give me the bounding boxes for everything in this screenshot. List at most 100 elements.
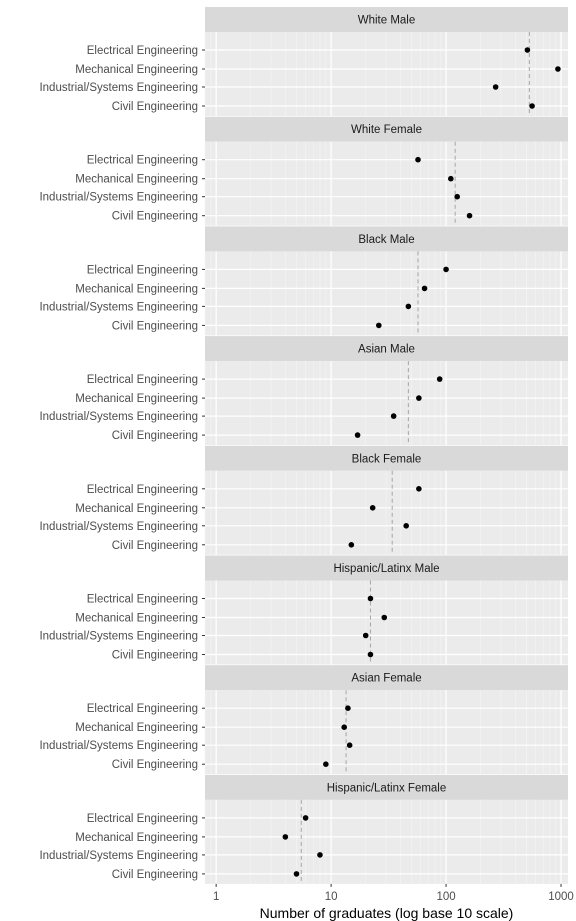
facet-title: Asian Female [351, 673, 421, 685]
category-label: Electrical Engineering [87, 703, 198, 715]
category-label: Civil Engineering [112, 211, 198, 223]
category-label: Mechanical Engineering [75, 283, 198, 295]
data-point [405, 303, 412, 310]
category-label: Mechanical Engineering [75, 613, 198, 625]
data-point [454, 193, 461, 200]
data-point [369, 505, 376, 511]
category-label: Mechanical Engineering [75, 174, 198, 186]
x-tick-label: 1 [213, 891, 219, 903]
panel-background [205, 141, 568, 226]
data-point [376, 322, 382, 329]
category-label: Industrial/Systems Engineering [39, 631, 198, 643]
panel-background [205, 470, 568, 555]
facet-title: Hispanic/Latinx Male [333, 563, 439, 575]
category-label: Industrial/Systems Engineering [39, 850, 198, 862]
panel-background [205, 251, 568, 336]
category-label: Mechanical Engineering [75, 503, 198, 515]
data-point [466, 212, 473, 219]
data-point [529, 103, 535, 109]
panel-background [205, 690, 568, 775]
data-point [362, 632, 369, 639]
panel-background [205, 361, 568, 446]
facet-strip [205, 665, 568, 691]
category-label: Industrial/Systems Engineering [39, 82, 198, 94]
category-label: Electrical Engineering [87, 484, 198, 496]
category-label: Civil Engineering [112, 759, 198, 771]
facet-panel: Black Female Electrical Engineering Mechan… [39, 445, 568, 555]
facet-panel: Black Male Electrical Engineering Mechanic… [39, 226, 568, 336]
data-point [443, 266, 449, 273]
data-point [345, 705, 351, 711]
facet-title: White Male [358, 15, 416, 27]
data-point [416, 486, 422, 492]
data-point [346, 742, 353, 748]
facet-title: Asian Male [358, 344, 415, 356]
facet-strip [205, 226, 568, 252]
category-label: Mechanical Engineering [75, 832, 198, 844]
panel-background [205, 32, 568, 116]
data-point [555, 66, 561, 72]
facet-panel: White Female Electrical Engineering Mechan… [39, 116, 568, 226]
data-point [524, 47, 531, 53]
category-label: Electrical Engineering [87, 594, 198, 606]
category-label: Mechanical Engineering [75, 64, 198, 76]
data-point [421, 285, 428, 292]
category-label: Electrical Engineering [87, 813, 198, 825]
data-point [367, 595, 374, 602]
data-point [381, 614, 388, 621]
data-point [302, 815, 309, 821]
x-tick-label: 10 [325, 891, 338, 903]
category-label: Mechanical Engineering [75, 722, 198, 734]
data-point [436, 376, 443, 382]
data-point [282, 834, 289, 840]
category-label: Industrial/Systems Engineering [39, 411, 198, 423]
data-point [341, 724, 348, 730]
data-point [403, 523, 409, 529]
data-point [354, 432, 361, 438]
data-point [390, 413, 397, 419]
facet-panel: Asian Male Electrical Engineering Mechanic… [39, 336, 568, 446]
facet-title: Black Female [352, 453, 422, 465]
category-label: Electrical Engineering [87, 374, 198, 386]
panel-background [205, 580, 568, 665]
facet-panel: Hispanic/Latinx Female Electrical Enginee… [39, 774, 568, 884]
category-label: Civil Engineering [112, 320, 198, 332]
x-tick-label: 1000 [548, 891, 574, 903]
facet-panel: White Male Electrical Engineering Mechanic… [39, 7, 568, 116]
facet-strip [205, 336, 568, 362]
category-label: Electrical Engineering [87, 45, 198, 57]
data-point [367, 651, 374, 658]
facet-strip [205, 7, 568, 32]
category-label: Civil Engineering [112, 101, 198, 113]
data-point [415, 156, 421, 163]
data-point [492, 84, 499, 90]
facet-title: White Female [351, 124, 422, 136]
category-label: Mechanical Engineering [75, 393, 198, 405]
data-point [448, 175, 454, 182]
category-label: Industrial/Systems Engineering [39, 301, 198, 313]
category-label: Industrial/Systems Engineering [39, 740, 198, 752]
facet-title: Black Male [358, 234, 414, 246]
data-point [416, 395, 422, 401]
facet-title: Hispanic/Latinx Female [327, 782, 447, 794]
x-axis-title: Number of graduates (log base 10 scale) [260, 905, 514, 921]
category-label: Industrial/Systems Engineering [39, 521, 198, 533]
facet-strip [205, 555, 568, 581]
facet-strip [205, 445, 568, 471]
data-point [293, 871, 300, 877]
category-label: Civil Engineering [112, 540, 198, 552]
facet-strip [205, 774, 568, 800]
category-label: Civil Engineering [112, 650, 198, 662]
category-label: Electrical Engineering [87, 155, 198, 167]
data-point [317, 852, 323, 858]
category-label: Industrial/Systems Engineering [39, 192, 198, 204]
facet-panel: Asian Female Electrical Engineering Mechan… [39, 665, 568, 775]
category-label: Electrical Engineering [87, 264, 198, 276]
facet-strip [205, 116, 568, 142]
data-point [323, 761, 329, 767]
category-label: Civil Engineering [112, 869, 198, 881]
x-tick-label: 100 [436, 891, 455, 903]
data-point [348, 542, 355, 548]
panel-background [205, 799, 568, 884]
